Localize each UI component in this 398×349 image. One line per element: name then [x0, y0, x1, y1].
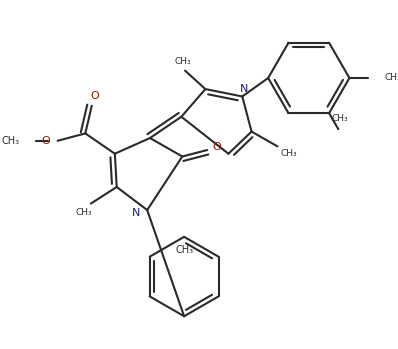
Text: CH₃: CH₃	[175, 57, 191, 66]
Text: O: O	[41, 136, 50, 146]
Text: N: N	[131, 208, 140, 218]
Text: N: N	[240, 84, 248, 94]
Text: CH₃: CH₃	[75, 208, 92, 217]
Text: CH₃: CH₃	[384, 74, 398, 82]
Text: O: O	[212, 142, 221, 152]
Text: CH₃: CH₃	[175, 245, 193, 255]
Text: CH₃: CH₃	[280, 149, 297, 158]
Text: O: O	[90, 91, 99, 102]
Text: CH₃: CH₃	[2, 136, 20, 146]
Text: CH₃: CH₃	[332, 113, 349, 122]
